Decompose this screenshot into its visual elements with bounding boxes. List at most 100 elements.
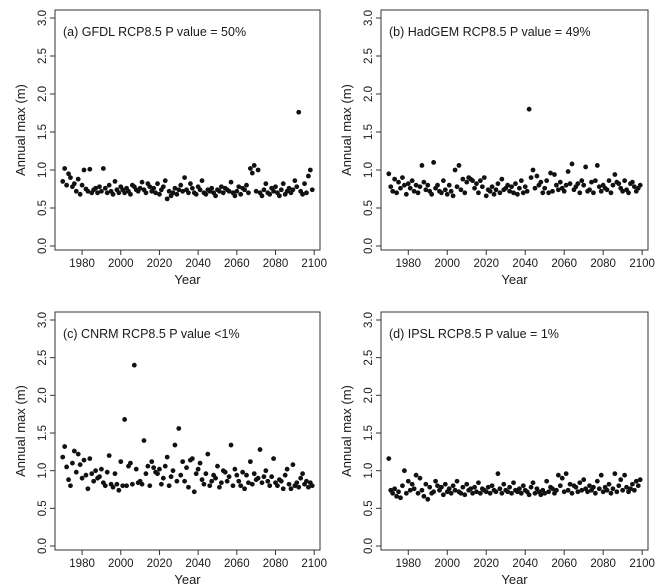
data-point	[292, 178, 298, 184]
x-tick-label: 2020	[147, 258, 173, 270]
data-point	[477, 490, 483, 496]
data-point	[201, 481, 207, 487]
data-point	[261, 187, 267, 193]
data-point	[66, 171, 71, 177]
data-point	[493, 489, 499, 495]
data-point	[203, 471, 209, 477]
data-point	[439, 190, 444, 196]
x-tick-label: 2060	[224, 558, 250, 570]
x-tick-label: 2020	[473, 558, 499, 570]
data-point	[278, 187, 284, 193]
data-point	[483, 489, 489, 495]
data-point	[217, 188, 222, 194]
data-point	[269, 474, 275, 480]
data-point	[143, 190, 149, 196]
x-tick-label: 2080	[263, 258, 289, 270]
data-point	[70, 460, 75, 466]
data-point	[176, 426, 182, 431]
data-point	[110, 484, 116, 490]
y-tick-label: 1.5	[37, 124, 49, 140]
data-point	[213, 475, 218, 481]
data-point	[612, 172, 618, 177]
data-point	[93, 468, 99, 474]
data-point	[222, 469, 228, 475]
data-point	[559, 475, 565, 481]
data-point	[112, 179, 118, 184]
x-tick-label: 2020	[473, 258, 499, 270]
data-point	[444, 191, 450, 197]
data-point	[587, 483, 592, 489]
data-point	[304, 190, 309, 196]
data-point	[516, 486, 522, 492]
data-point	[137, 185, 143, 191]
data-point	[405, 181, 411, 187]
data-point	[286, 481, 292, 487]
data-point	[513, 181, 518, 187]
data-point	[464, 481, 470, 487]
data-point	[596, 184, 602, 190]
data-point	[637, 477, 643, 483]
data-point	[244, 182, 249, 188]
data-point	[164, 196, 170, 202]
data-point	[575, 181, 581, 187]
data-point	[544, 178, 550, 184]
data-point	[528, 175, 534, 181]
data-point	[180, 188, 186, 194]
data-point	[234, 472, 240, 478]
y-tick-label: 0.5	[37, 500, 49, 516]
x-tick-label: 1980	[69, 558, 95, 570]
chart-panel-a: 0.0 0.5 1.0 1.5 2.0 2.5 3.0 1980 2000 2020 2040 206…	[13, 9, 327, 287]
data-point	[419, 487, 425, 493]
data-point	[207, 483, 213, 489]
data-point	[413, 182, 419, 188]
data-point	[491, 191, 497, 197]
panel-title: (c) CNRM RCP8.5 P value <1%	[63, 327, 240, 341]
data-point	[242, 486, 247, 492]
y-tick-label: 1.0	[363, 463, 375, 479]
data-point	[485, 484, 491, 490]
data-point	[394, 493, 399, 499]
data-point	[460, 484, 466, 490]
data-point	[71, 181, 77, 187]
data-point	[147, 184, 153, 190]
data-point	[199, 477, 205, 483]
data-point	[458, 490, 464, 496]
data-point	[290, 462, 296, 468]
data-point	[97, 474, 102, 480]
data-point	[470, 178, 475, 184]
data-point	[267, 483, 273, 489]
data-point	[104, 190, 110, 196]
data-point	[294, 480, 300, 486]
data-point	[66, 477, 71, 483]
data-point	[251, 471, 257, 477]
data-point	[546, 190, 552, 196]
plot-frame	[54, 311, 321, 551]
x-tick-label: 2080	[263, 558, 289, 570]
x-tick-label: 2080	[590, 558, 616, 570]
data-point	[99, 188, 104, 194]
y-tick-label: 0.0	[37, 538, 49, 554]
data-point	[75, 176, 81, 182]
x-tick-label: 2000	[108, 258, 134, 270]
data-point	[581, 477, 587, 483]
data-point	[184, 465, 189, 471]
data-point	[458, 187, 464, 193]
data-point	[579, 178, 585, 184]
data-point	[83, 472, 89, 478]
plot-frame	[380, 9, 649, 251]
data-point	[106, 453, 112, 458]
data-point	[218, 184, 224, 190]
data-point	[409, 178, 415, 184]
data-point	[170, 190, 176, 196]
data-point	[68, 483, 73, 489]
data-point	[565, 487, 571, 493]
data-point	[431, 489, 437, 495]
data-point	[304, 478, 309, 484]
data-point	[62, 166, 68, 171]
data-point	[518, 178, 524, 184]
data-point	[563, 182, 569, 188]
panel-title: (b) HadGEM RCP8.5 P value = 49%	[389, 25, 591, 39]
data-point	[106, 182, 112, 188]
data-point	[110, 191, 116, 197]
data-point	[189, 185, 195, 191]
